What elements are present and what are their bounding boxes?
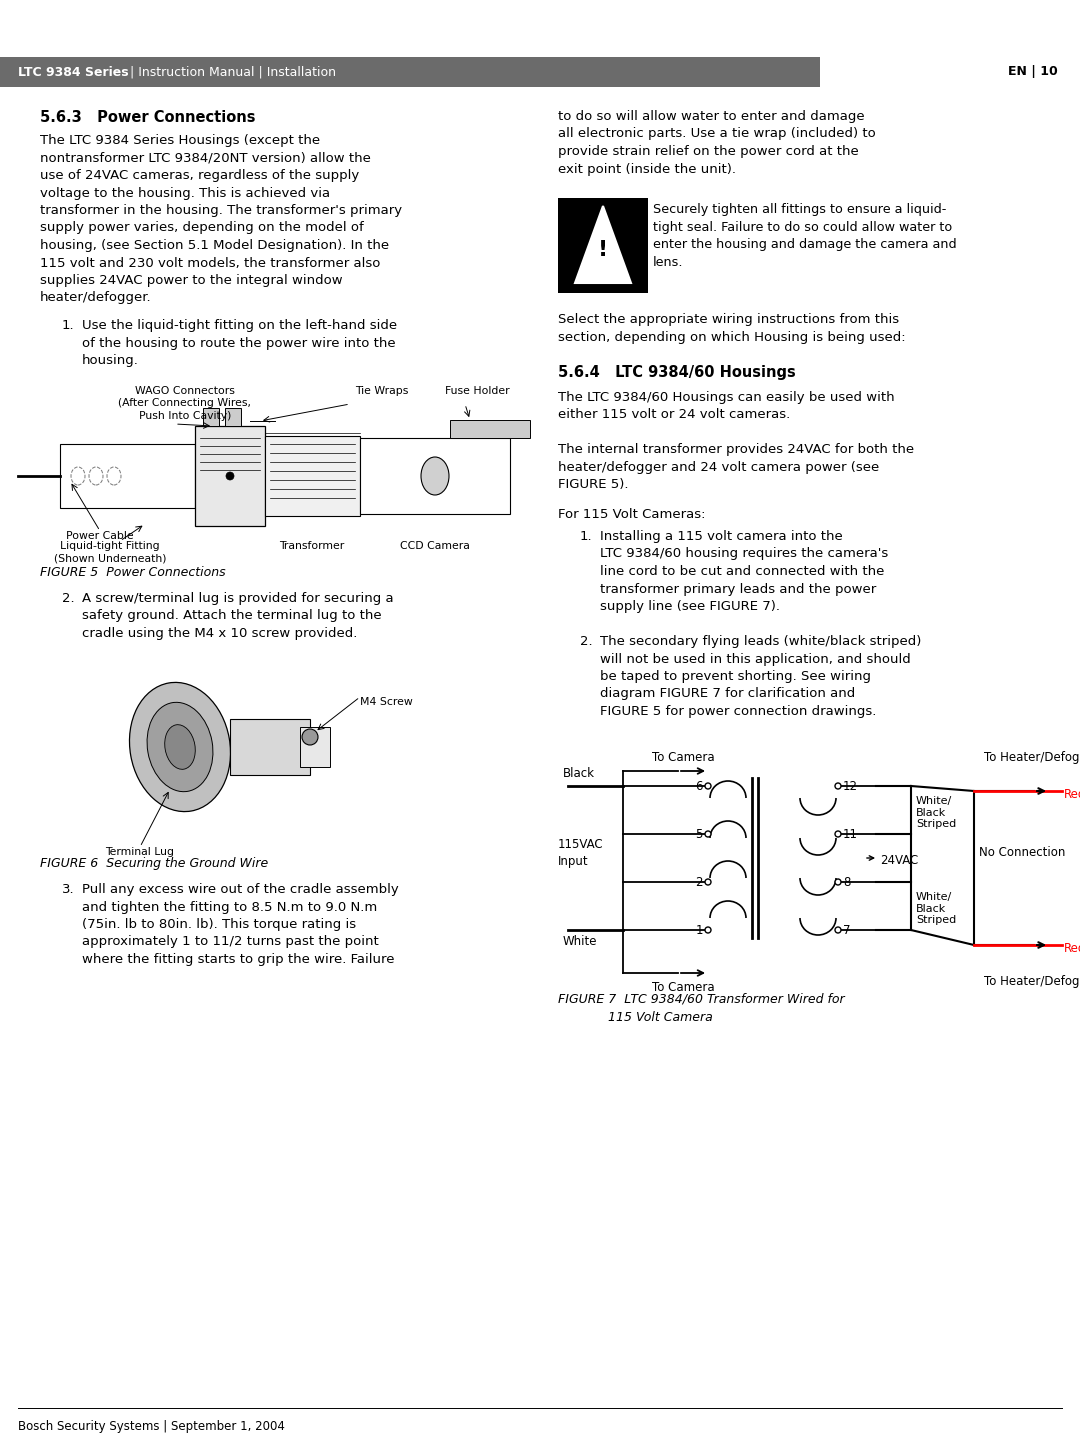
Text: Fuse Holder: Fuse Holder (445, 386, 510, 396)
Circle shape (226, 473, 234, 480)
Text: 115VAC
Input: 115VAC Input (558, 839, 604, 867)
Text: 6: 6 (696, 780, 703, 793)
Text: Red: Red (1064, 941, 1080, 954)
Polygon shape (575, 206, 631, 282)
Text: to do so will allow water to enter and damage
all electronic parts. Use a tie wr: to do so will allow water to enter and d… (558, 110, 876, 176)
Text: 5: 5 (696, 827, 703, 840)
Bar (0, 58, 820, 86)
Bar (360, 438, 510, 514)
Text: Use the liquid-tight fitting on the left-hand side
of the housing to route the p: Use the liquid-tight fitting on the left… (82, 318, 397, 367)
Circle shape (835, 831, 841, 837)
Text: White/
Black
Striped: White/ Black Striped (916, 795, 956, 829)
Bar (203, 408, 219, 427)
Text: The secondary flying leads (white/black striped)
will not be used in this applic: The secondary flying leads (white/black … (600, 635, 921, 718)
Text: White: White (563, 935, 597, 948)
Text: FIGURE 7  LTC 9384/60 Transformer Wired for: FIGURE 7 LTC 9384/60 Transformer Wired f… (558, 993, 845, 1006)
Text: 2.: 2. (580, 635, 593, 648)
Text: 8: 8 (843, 876, 850, 889)
Ellipse shape (302, 729, 318, 745)
Text: White/
Black
Striped: White/ Black Striped (916, 892, 956, 925)
Text: To Camera: To Camera (651, 751, 714, 764)
Bar (230, 719, 310, 775)
Ellipse shape (165, 725, 195, 769)
Ellipse shape (147, 702, 213, 791)
Text: To Camera: To Camera (651, 981, 714, 994)
Text: 2.: 2. (62, 592, 75, 605)
Text: Transformer: Transformer (280, 540, 345, 550)
Text: 2: 2 (696, 876, 703, 889)
Text: Black: Black (563, 767, 595, 780)
Bar (225, 408, 241, 427)
Text: 11: 11 (843, 827, 858, 840)
Text: 12: 12 (843, 780, 858, 793)
Circle shape (705, 831, 711, 837)
Text: The internal transformer provides 24VAC for both the
heater/defogger and 24 volt: The internal transformer provides 24VAC … (558, 442, 914, 491)
Text: Select the appropriate wiring instructions from this
section, depending on which: Select the appropriate wiring instructio… (558, 313, 906, 343)
Text: To Heater/Defogger: To Heater/Defogger (984, 751, 1080, 764)
Text: EN | 10: EN | 10 (1009, 65, 1058, 78)
Circle shape (835, 927, 841, 932)
Bar (265, 437, 360, 516)
Bar (300, 728, 330, 767)
Text: Securely tighten all fittings to ensure a liquid-
tight seal. Failure to do so c: Securely tighten all fittings to ensure … (653, 203, 957, 268)
Text: Pull any excess wire out of the cradle assembly
and tighten the fitting to 8.5 N: Pull any excess wire out of the cradle a… (82, 883, 399, 965)
Text: The LTC 9384/60 Housings can easily be used with
either 115 volt or 24 volt came: The LTC 9384/60 Housings can easily be u… (558, 391, 894, 422)
Circle shape (705, 879, 711, 885)
Text: The LTC 9384 Series Housings (except the
nontransformer LTC 9384/20NT version) a: The LTC 9384 Series Housings (except the… (40, 134, 402, 304)
Text: For 115 Volt Cameras:: For 115 Volt Cameras: (558, 509, 705, 522)
Bar (558, 197, 648, 293)
Text: No Connection: No Connection (978, 846, 1065, 859)
Text: 3.: 3. (62, 883, 75, 896)
Text: M4 Screw: M4 Screw (360, 697, 413, 708)
Text: FIGURE 5  Power Connections: FIGURE 5 Power Connections (40, 566, 226, 579)
Text: 1.: 1. (580, 530, 593, 543)
Text: FIGURE 6  Securing the Ground Wire: FIGURE 6 Securing the Ground Wire (40, 857, 268, 870)
Text: 24VAC: 24VAC (880, 855, 918, 867)
Text: CCD Camera: CCD Camera (400, 540, 470, 550)
Ellipse shape (130, 683, 230, 811)
Text: Bosch Security Systems | September 1, 2004: Bosch Security Systems | September 1, 20… (18, 1419, 285, 1432)
Text: 1.: 1. (62, 318, 75, 331)
Text: 1: 1 (696, 924, 703, 937)
Text: LTC 9384 Series: LTC 9384 Series (18, 65, 129, 78)
Text: !: ! (598, 241, 608, 261)
Text: WAGO Connectors
(After Connecting Wires,
Push Into Cavity): WAGO Connectors (After Connecting Wires,… (119, 386, 252, 421)
Bar (195, 427, 265, 526)
Circle shape (705, 782, 711, 790)
Bar (60, 444, 195, 509)
Ellipse shape (421, 457, 449, 496)
Bar (450, 419, 530, 438)
Text: 5.6.3   Power Connections: 5.6.3 Power Connections (40, 110, 256, 125)
Circle shape (835, 879, 841, 885)
Text: Terminal Lug: Terminal Lug (106, 847, 175, 857)
Text: Liquid-tight Fitting
(Shown Underneath): Liquid-tight Fitting (Shown Underneath) (54, 540, 166, 563)
Text: 7: 7 (843, 924, 851, 937)
Text: Installing a 115 volt camera into the
LTC 9384/60 housing requires the camera's
: Installing a 115 volt camera into the LT… (600, 530, 888, 612)
Text: Tie Wraps: Tie Wraps (355, 386, 408, 396)
Text: 5.6.4   LTC 9384/60 Housings: 5.6.4 LTC 9384/60 Housings (558, 365, 796, 380)
Text: Red: Red (1064, 787, 1080, 801)
Bar (820, 58, 1080, 86)
Text: To Heater/Defogger: To Heater/Defogger (984, 976, 1080, 989)
Text: Power Cable: Power Cable (66, 530, 134, 540)
Circle shape (835, 782, 841, 790)
Text: 115 Volt Camera: 115 Volt Camera (608, 1012, 713, 1025)
Text: A screw/terminal lug is provided for securing a
safety ground. Attach the termin: A screw/terminal lug is provided for sec… (82, 592, 393, 640)
Text: | Instruction Manual | Installation: | Instruction Manual | Installation (126, 65, 336, 78)
Circle shape (705, 927, 711, 932)
